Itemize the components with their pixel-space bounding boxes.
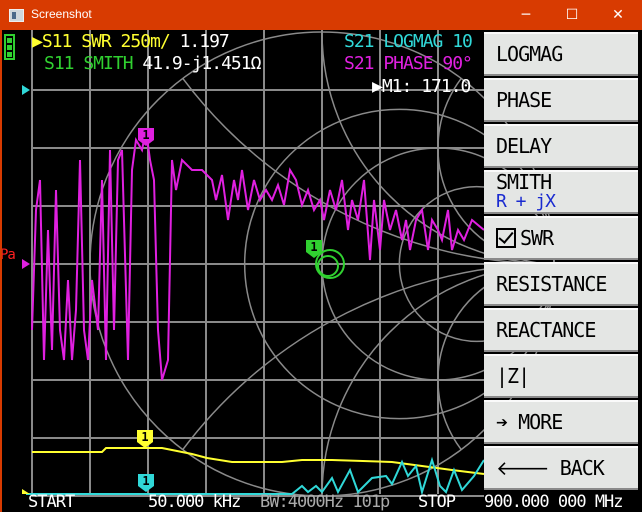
phase-ref-pointer bbox=[22, 259, 30, 269]
vna-screen[interactable]: 1 1 1 1 ▶S11 SWR 250m/ 1.197 S11 SMITH 41.9… bbox=[2, 30, 642, 512]
marker-1-phase-number: 1 bbox=[142, 128, 149, 142]
display-format-menu: LOGMAG PHASE DELAY SMITH R + jX SWR RESIS… bbox=[484, 32, 638, 492]
s11-smith-label: S11 SMITH 41.9-j1.451Ω bbox=[44, 53, 261, 74]
s21-phase-label: S21 PHASE 90° bbox=[344, 53, 473, 74]
arrow-right-icon: ➔ bbox=[496, 410, 519, 434]
marker-1-smith-number: 1 bbox=[310, 240, 317, 254]
arrow-left-icon: 🡐 bbox=[496, 456, 560, 480]
window-title: Screenshot bbox=[31, 7, 92, 21]
s11-swr-value: 1.197 bbox=[179, 31, 230, 52]
menu-z-button[interactable]: |Z| bbox=[484, 354, 638, 398]
menu-smith-button[interactable]: SMITH R + jX bbox=[484, 170, 638, 214]
start-label: START bbox=[28, 492, 75, 512]
title-bar: Screenshot ─ ☐ ✕ bbox=[0, 0, 642, 30]
s11-smith-trace bbox=[315, 249, 345, 279]
marker-readout: ▶M1: 171.0 bbox=[372, 76, 471, 97]
swr-ref-pointer bbox=[22, 489, 30, 494]
s11-swr-label: ▶S11 SWR 250m/ 1.197 bbox=[32, 31, 230, 52]
s11-swr-trace bbox=[32, 447, 485, 475]
menu-more-button[interactable]: ➔ MORE bbox=[484, 400, 638, 444]
menu-phase-button[interactable]: PHASE bbox=[484, 78, 638, 122]
smith-format-sub: R + jX bbox=[496, 191, 556, 212]
ref-label: Pa bbox=[2, 247, 16, 263]
start-frequency: 50.000 kHz bbox=[148, 492, 241, 512]
menu-back-button[interactable]: 🡐 BACK bbox=[484, 446, 638, 490]
menu-reactance-button[interactable]: REACTANCE bbox=[484, 308, 638, 352]
s21-phase-trace bbox=[31, 129, 485, 381]
marker-1-smith bbox=[306, 240, 322, 258]
minimize-button[interactable]: ─ bbox=[521, 7, 531, 23]
marker-1-logmag bbox=[138, 474, 154, 492]
stop-label: STOP bbox=[418, 492, 456, 512]
maximize-button[interactable]: ☐ bbox=[565, 7, 579, 23]
s11-smith-value: 41.9-j1.451Ω bbox=[142, 53, 261, 74]
app-icon bbox=[9, 9, 24, 22]
checkbox-checked-icon bbox=[496, 228, 516, 248]
s21-logmag-trace bbox=[26, 456, 485, 496]
menu-logmag-button[interactable]: LOGMAG bbox=[484, 32, 638, 76]
logmag-ref-pointer bbox=[22, 85, 30, 95]
menu-resistance-button[interactable]: RESISTANCE bbox=[484, 262, 638, 306]
menu-swr-button[interactable]: SWR bbox=[484, 216, 638, 260]
bandwidth-points: BW:4000Hz 101p bbox=[260, 492, 390, 512]
close-button[interactable]: ✕ bbox=[612, 7, 624, 23]
marker-1-phase bbox=[138, 128, 154, 146]
battery-icon bbox=[4, 34, 15, 60]
marker-1-logmag-number: 1 bbox=[142, 474, 149, 488]
marker-1-swr bbox=[137, 430, 153, 448]
s21-logmag-label: S21 LOGMAG 10 bbox=[344, 31, 473, 52]
stop-frequency: 900.000 000 MHz bbox=[484, 492, 624, 512]
marker-1-swr-number: 1 bbox=[141, 430, 148, 444]
s11-smith-trace-inner bbox=[317, 255, 339, 277]
menu-delay-button[interactable]: DELAY bbox=[484, 124, 638, 168]
